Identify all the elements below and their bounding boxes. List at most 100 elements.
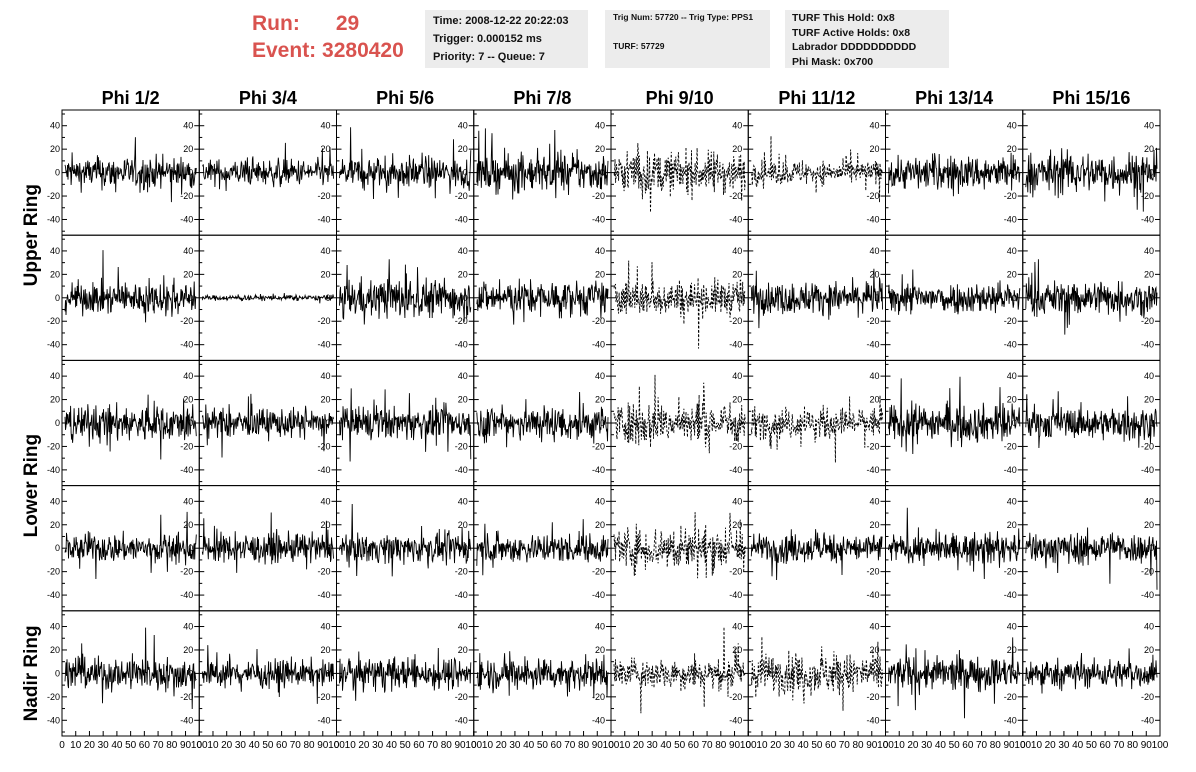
waveform-trace [64,627,197,710]
y-tick-label: 20 [732,520,742,530]
waveform-trace [476,128,609,200]
y-tick-label: 40 [1007,622,1017,632]
waveform-trace [476,391,609,448]
y-tick-label: -20 [866,316,879,326]
y-tick-label: -20 [317,316,330,326]
x-tick-label: 60 [825,740,837,751]
waveform-trace [64,394,197,460]
y-tick-label: 20 [1144,395,1154,405]
y-tick-label: 20 [320,645,330,655]
waveform-trace [613,374,746,454]
y-tick-label: 20 [595,645,605,655]
x-tick-label: 20 [770,740,782,751]
y-tick-label: 40 [869,121,879,131]
x-tick-label: 90 [180,740,192,751]
y-tick-label: 40 [320,496,330,506]
y-tick-label: 40 [458,496,468,506]
y-tick-label: 0 [600,418,605,428]
y-tick-label: -40 [180,465,193,475]
y-tick-label: 20 [595,144,605,154]
y-tick-label: -40 [47,214,60,224]
y-tick-label: 20 [1007,520,1017,530]
y-tick-label: -40 [47,465,60,475]
y-tick-label: 20 [1144,645,1154,655]
y-tick-label: -20 [455,191,468,201]
y-tick-label: 40 [320,121,330,131]
y-tick-label: -20 [592,692,605,702]
y-tick-label: 0 [188,168,193,178]
y-tick-label: 0 [55,543,60,553]
x-tick-label: 0 [1020,740,1026,751]
x-tick-label: 40 [935,740,947,751]
y-tick-label: -20 [317,692,330,702]
x-tick-label: 70 [839,740,851,751]
y-tick-label: -20 [729,316,742,326]
y-tick-label: 20 [869,269,879,279]
x-tick-label: 100 [465,740,482,751]
y-tick-label: 20 [320,395,330,405]
x-tick-label: 10 [207,740,219,751]
trig-num-text: Trig Num: 57720 -- Trig Type: PPS1 [613,12,754,22]
x-tick-label: 10 [70,740,82,751]
x-tick-label: 30 [784,740,796,751]
y-tick-label: -20 [1004,441,1017,451]
y-tick-label: 20 [320,144,330,154]
time-info-box: Time: 2008-12-22 20:22:03 Trigger: 0.000… [425,10,588,68]
waveform-trace [750,395,883,463]
waveform-trace [476,651,609,699]
y-tick-label: 20 [595,269,605,279]
y-tick-label: 40 [869,246,879,256]
waveform-trace [750,135,883,203]
y-tick-label: 20 [595,520,605,530]
y-tick-label: 0 [188,293,193,303]
y-tick-label: -20 [47,191,60,201]
y-tick-label: 0 [325,418,330,428]
y-tick-label: 40 [1007,246,1017,256]
y-tick-label: -40 [1004,465,1017,475]
y-tick-label: -20 [1004,567,1017,577]
y-tick-label: -40 [455,715,468,725]
y-tick-label: -40 [729,715,742,725]
event-label: Event: [252,39,317,62]
x-tick-label: 60 [413,740,425,751]
x-tick-label: 20 [633,740,645,751]
priority-text: Priority: 7 -- Queue: 7 [433,51,545,63]
y-tick-label: 20 [50,645,60,655]
y-tick-label: -40 [1004,590,1017,600]
waveform-trace [201,292,334,304]
ring-label: Nadir Ring [21,625,42,721]
turf-this-hold-text: TURF This Hold: 0x8 [792,12,895,24]
waveform-trace [1025,527,1158,590]
event-row: Event: 3280420 [252,37,422,64]
y-tick-label: -20 [180,441,193,451]
y-tick-label: -40 [455,214,468,224]
y-tick-label: -20 [729,441,742,451]
column-header: Phi 5/6 [376,88,434,108]
y-tick-label: 20 [869,645,879,655]
y-tick-label: 20 [869,395,879,405]
y-tick-label: -40 [1004,214,1017,224]
y-tick-label: -40 [729,214,742,224]
y-tick-label: 40 [732,246,742,256]
x-tick-label: 100 [328,740,345,751]
y-tick-label: 20 [183,520,193,530]
y-tick-label: -20 [1141,441,1154,451]
y-tick-label: -20 [1141,191,1154,201]
x-tick-label: 0 [745,740,751,751]
y-tick-label: 20 [732,645,742,655]
x-tick-label: 30 [98,740,110,751]
y-tick-label: -20 [47,316,60,326]
waveform-trace [201,512,334,573]
x-tick-label: 80 [715,740,727,751]
x-tick-label: 40 [523,740,535,751]
x-tick-label: 70 [976,740,988,751]
x-tick-label: 60 [688,740,700,751]
y-tick-label: 20 [1007,395,1017,405]
y-tick-label: -40 [866,465,879,475]
x-tick-label: 100 [877,740,894,751]
x-tick-label: 30 [372,740,384,751]
y-tick-label: -20 [47,441,60,451]
x-tick-label: 40 [111,740,123,751]
x-tick-label: 70 [702,740,714,751]
column-header: Phi 9/10 [646,88,714,108]
